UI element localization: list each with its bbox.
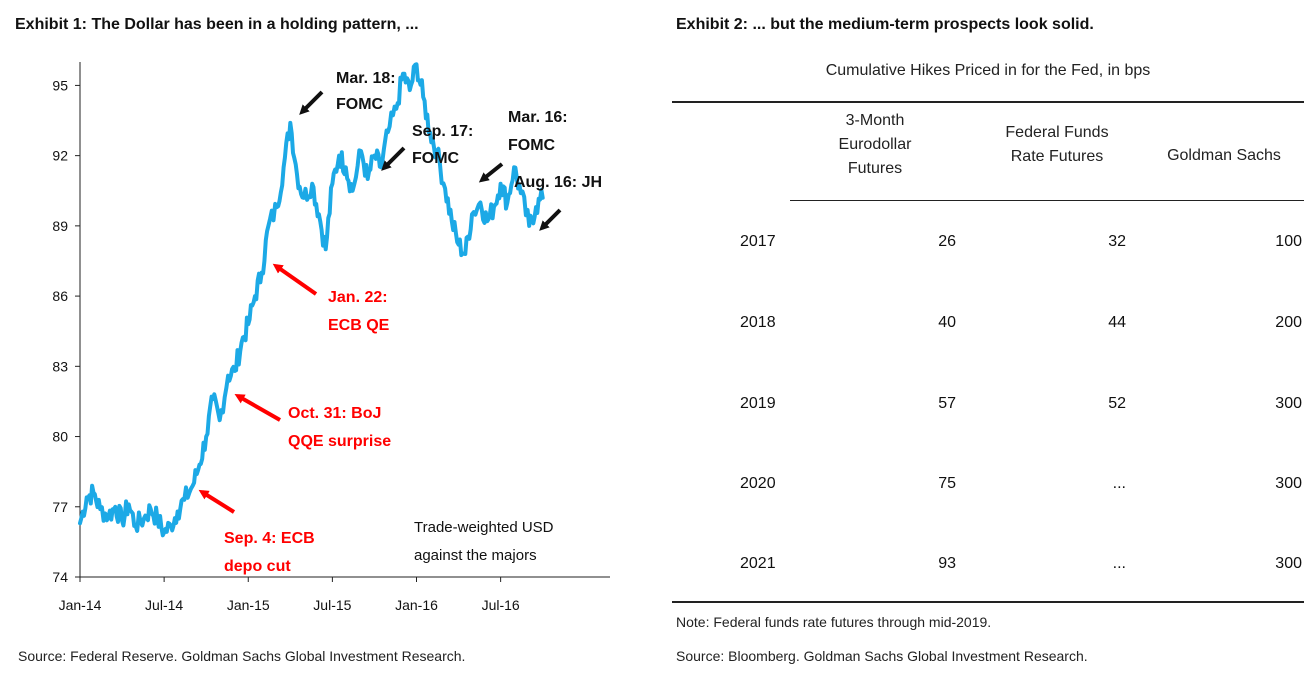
- annotation-oct31-line2: QQE surprise: [288, 433, 391, 450]
- cell-goldman: 300: [1275, 555, 1302, 572]
- cell-fed-funds: 52: [1108, 395, 1126, 412]
- col-header-eurodollar-line1: 3-Month: [845, 112, 905, 129]
- arrow-jan22: [272, 263, 318, 296]
- table-caption: Cumulative Hikes Priced in for the Fed, …: [825, 62, 1151, 79]
- arrow-mar16: [478, 162, 504, 183]
- x-tick-label: Jul-16: [482, 597, 520, 613]
- y-tick-label: 86: [52, 288, 68, 304]
- annotation-mar16: Mar. 16: FOMC: [508, 109, 568, 154]
- row-year: 2020: [740, 475, 776, 492]
- annotation-sep4-line2: depo cut: [224, 558, 291, 575]
- annotation-jan22-line2: ECB QE: [328, 317, 390, 334]
- annotation-aug16-line1: Aug. 16: JH: [514, 174, 602, 191]
- x-tick-label: Jul-14: [145, 597, 183, 613]
- cell-goldman: 300: [1275, 475, 1302, 492]
- arrow-oct31: [234, 394, 281, 422]
- annotation-sep17-line1: Sep. 17:: [412, 123, 473, 140]
- arrow-aug16: [539, 208, 562, 231]
- arrow-sep17: [381, 146, 406, 171]
- series-note-line2: against the majors: [414, 547, 537, 564]
- y-ticks: 74 77 80 83 86 89 92 95: [52, 77, 80, 585]
- exhibit2-source: Source: Bloomberg. Goldman Sachs Global …: [676, 648, 1088, 664]
- cell-fed-funds: ...: [1112, 555, 1126, 572]
- row-year: 2018: [740, 314, 776, 331]
- annotation-sep17: Sep. 17: FOMC: [412, 123, 473, 167]
- col-header-goldman-line1: Goldman Sachs: [1167, 147, 1281, 164]
- cell-eurodollar: 93: [938, 555, 956, 572]
- y-tick-label: 74: [52, 569, 68, 585]
- y-tick-label: 80: [52, 429, 68, 445]
- annotation-sep4-line1: Sep. 4: ECB: [224, 530, 315, 547]
- row-year: 2019: [740, 395, 776, 412]
- col-header-eurodollar: 3-Month Eurodollar Futures: [790, 109, 960, 181]
- row-year: 2017: [740, 233, 776, 250]
- col-header-eurodollar-line3: Futures: [847, 160, 903, 177]
- series-note-line1: Trade-weighted USD: [414, 519, 554, 536]
- usd-line-chart: 74 77 80 83 86 89 92 95 Jan-14 Jul-14 Jan-15 Jul-1…: [52, 62, 610, 613]
- exhibit1-title: Exhibit 1: The Dollar has been in a hold…: [15, 16, 419, 33]
- cell-eurodollar: 75: [938, 475, 956, 492]
- annotation-sep17-line2: FOMC: [412, 150, 460, 167]
- x-tick-label: Jul-15: [313, 597, 351, 613]
- y-tick-label: 95: [52, 77, 68, 93]
- annotation-mar18-line2: FOMC: [336, 96, 384, 113]
- series-note: Trade-weighted USD against the majors: [414, 519, 554, 564]
- cell-eurodollar: 57: [938, 395, 956, 412]
- x-tick-label: Jan-16: [395, 597, 438, 613]
- cell-fed-funds: 32: [1108, 233, 1126, 250]
- annotation-mar18-line1: Mar. 18:: [336, 70, 396, 87]
- cell-fed-funds: 44: [1108, 314, 1126, 331]
- exhibit1-source: Source: Federal Reserve. Goldman Sachs G…: [18, 648, 466, 664]
- cell-eurodollar: 26: [938, 233, 956, 250]
- table-top-rule: [672, 101, 1304, 103]
- annotation-arrows: [198, 90, 562, 514]
- col-header-fed-funds-line2: Rate Futures: [1010, 148, 1104, 165]
- annotation-sep4: Sep. 4: ECB depo cut: [224, 530, 315, 575]
- cell-fed-funds: ...: [1112, 475, 1126, 492]
- arrow-sep4: [198, 489, 236, 514]
- col-header-fed-funds-line1: Federal Funds: [1005, 124, 1109, 141]
- y-tick-label: 77: [52, 499, 68, 515]
- y-tick-label: 92: [52, 148, 68, 164]
- annotation-jan22: Jan. 22: ECB QE: [328, 289, 390, 334]
- exhibit2-title: Exhibit 2: ... but the medium-term prosp…: [676, 16, 1094, 33]
- chart-axes: [79, 62, 610, 578]
- row-year: 2021: [740, 555, 776, 572]
- cell-eurodollar: 40: [938, 314, 956, 331]
- y-tick-label: 83: [52, 358, 68, 374]
- y-tick-label: 89: [52, 218, 68, 234]
- usd-series-line: [78, 62, 545, 538]
- exhibit2-note: Note: Federal funds rate futures through…: [676, 614, 992, 630]
- annotation-oct31: Oct. 31: BoJ QQE surprise: [288, 405, 391, 450]
- x-tick-label: Jan-14: [59, 597, 102, 613]
- table-bottom-rule: [672, 601, 1304, 603]
- annotation-mar16-line1: Mar. 16:: [508, 109, 568, 126]
- x-tick-label: Jan-15: [227, 597, 270, 613]
- cell-goldman: 300: [1275, 395, 1302, 412]
- col-header-goldman: Goldman Sachs: [1142, 144, 1306, 168]
- header-underline: [790, 200, 1304, 201]
- cell-goldman: 100: [1275, 233, 1302, 250]
- annotation-aug16: Aug. 16: JH: [514, 174, 602, 191]
- annotation-jan22-line1: Jan. 22:: [328, 289, 388, 306]
- arrow-mar18: [299, 90, 324, 115]
- x-ticks: Jan-14 Jul-14 Jan-15 Jul-15 Jan-16 Jul-16: [59, 577, 520, 613]
- annotation-mar16-line2: FOMC: [508, 137, 556, 154]
- annotation-mar18: Mar. 18: FOMC: [336, 70, 396, 113]
- col-header-fed-funds: Federal Funds Rate Futures: [972, 121, 1142, 169]
- cell-goldman: 200: [1275, 314, 1302, 331]
- annotation-oct31-line1: Oct. 31: BoJ: [288, 405, 381, 422]
- col-header-eurodollar-line2: Eurodollar: [838, 136, 912, 153]
